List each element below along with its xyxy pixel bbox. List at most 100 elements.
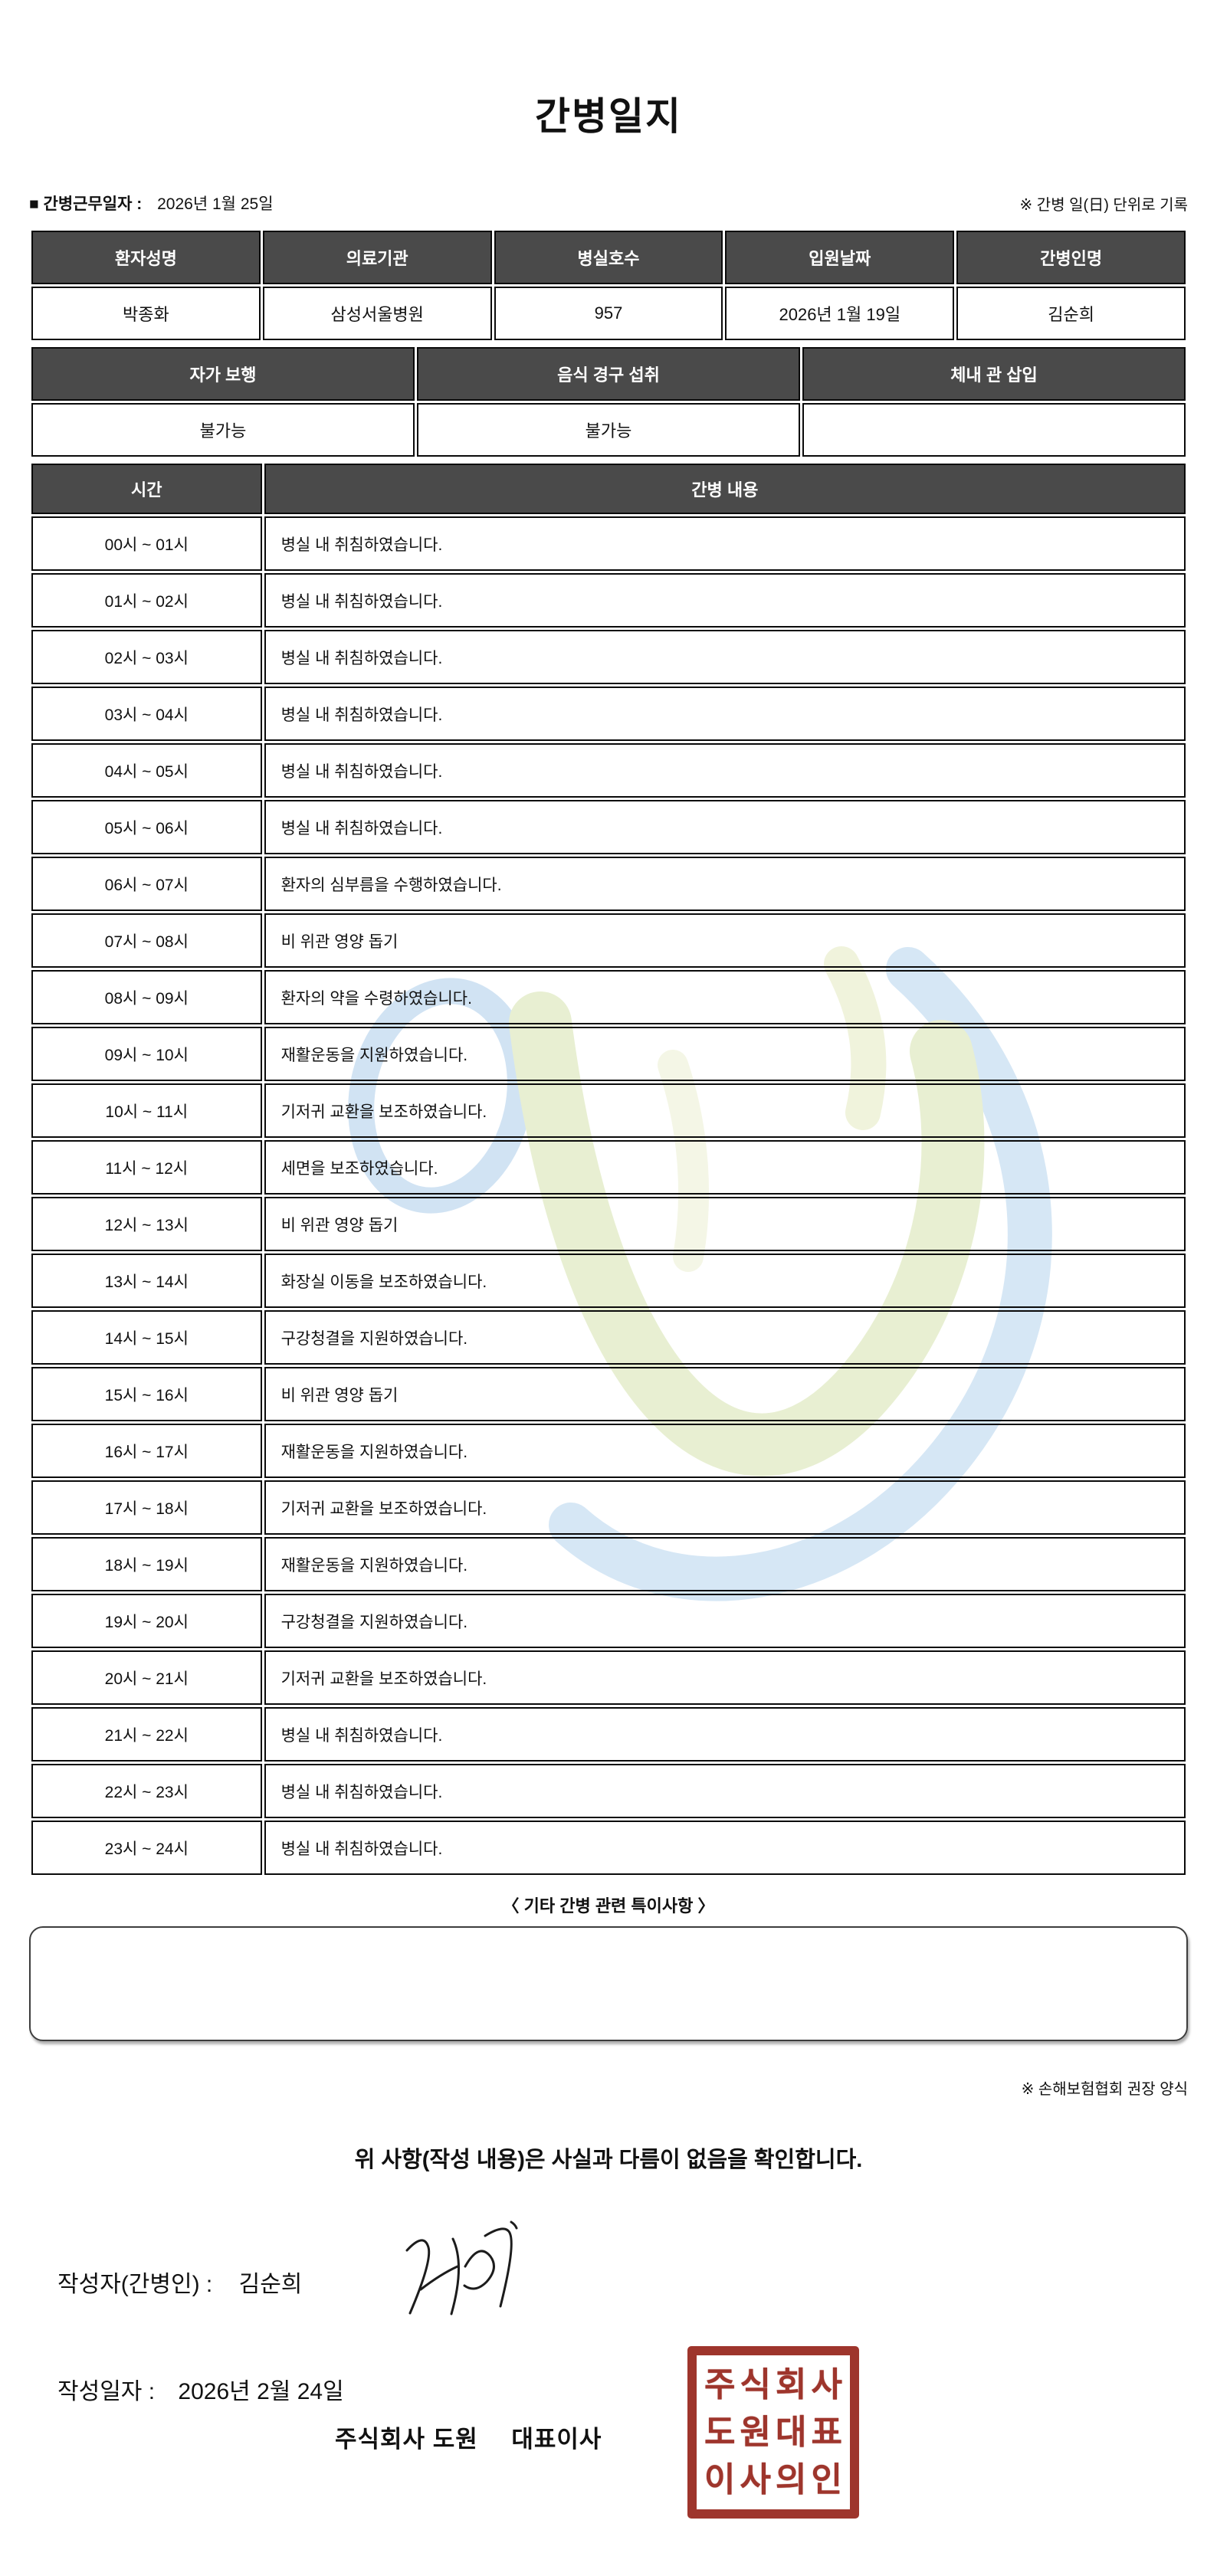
log-row-content: 재활운동을 지원하였습니다. <box>264 1537 1186 1591</box>
ceo-title: 대표이사 <box>511 2426 602 2453</box>
log-row-time: 17시 ~ 18시 <box>31 1480 262 1535</box>
log-row-time: 01시 ~ 02시 <box>31 573 262 628</box>
status-header-walking: 자가 보행 <box>31 347 415 401</box>
admission-date: 2026년 1월 19일 <box>725 287 955 340</box>
patient-header-room: 병실호수 <box>494 231 723 284</box>
log-row: 10시 ~ 11시 기저귀 교환을 보조하였습니다. <box>31 1083 1186 1138</box>
written-date-line: 작성일자 : 2026년 2월 24일 <box>57 2372 344 2406</box>
stamp-line-3: 이사의인 <box>704 2460 847 2499</box>
page-title: 간병일지 <box>535 95 682 138</box>
room-number: 957 <box>494 287 723 340</box>
writer-name: 김순희 <box>238 2272 303 2297</box>
log-row-content: 병실 내 취침하였습니다. <box>264 516 1186 571</box>
log-row: 12시 ~ 13시 비 위관 영양 돕기 <box>31 1197 1186 1251</box>
log-row: 11시 ~ 12시 세면을 보조하였습니다. <box>31 1140 1186 1195</box>
log-row-content: 비 위관 영양 돕기 <box>264 1197 1186 1251</box>
written-date-label: 작성일자 : <box>57 2379 156 2404</box>
log-row-time: 15시 ~ 16시 <box>31 1367 262 1421</box>
status-oral-intake: 불가능 <box>417 403 800 457</box>
log-row-time: 16시 ~ 17시 <box>31 1424 262 1478</box>
written-date-value: 2026년 2월 24일 <box>178 2379 344 2404</box>
caregiver-name: 김순희 <box>956 287 1186 340</box>
company-line: 주식회사 도원 대표이사 <box>335 2420 602 2454</box>
status-value-row: 불가능 불가능 <box>31 403 1186 457</box>
writer-label: 작성자(간병인) : <box>57 2272 213 2297</box>
stamp-line-2: 도원대표 <box>704 2413 847 2451</box>
status-walking: 불가능 <box>31 403 415 457</box>
unit-note: ※ 간병 일(日) 단위로 기록 <box>1019 197 1188 214</box>
log-row-content: 병실 내 취침하였습니다. <box>264 687 1186 741</box>
log-row: 14시 ~ 15시 구강청결을 지원하였습니다. <box>31 1310 1186 1365</box>
log-row-content: 비 위관 영양 돕기 <box>264 1367 1186 1421</box>
log-row-time: 22시 ~ 23시 <box>31 1764 262 1818</box>
log-row: 18시 ~ 19시 재활운동을 지원하였습니다. <box>31 1537 1186 1591</box>
log-row-content: 환자의 약을 수령하였습니다. <box>264 970 1186 1024</box>
log-row: 08시 ~ 09시 환자의 약을 수령하였습니다. <box>31 970 1186 1024</box>
log-row: 02시 ~ 03시 병실 내 취침하였습니다. <box>31 630 1186 684</box>
log-row-time: 19시 ~ 20시 <box>31 1594 262 1648</box>
log-row-time: 23시 ~ 24시 <box>31 1821 262 1875</box>
notes-section-title: 〈 기타 간병 관련 특이사항 〉 <box>502 1896 715 1916</box>
info-row: ■ 간병근무일자 : 2026년 1월 25일 ※ 간병 일(日) 단위로 기록 <box>29 192 1188 215</box>
patient-header-hospital: 의료기관 <box>262 231 492 284</box>
log-row-content: 병실 내 취침하였습니다. <box>264 743 1186 798</box>
log-header-row: 시간 간병 내용 <box>31 464 1186 514</box>
log-table-body: 00시 ~ 01시 병실 내 취침하였습니다. 01시 ~ 02시 병실 내 취침하였… <box>31 516 1186 1875</box>
company-name: 주식회사 도원 <box>335 2426 478 2453</box>
log-row-content: 병실 내 취침하였습니다. <box>264 630 1186 684</box>
confirmation-statement: 위 사항(작성 내용)은 사실과 다름이 없음을 확인합니다. <box>354 2148 863 2172</box>
log-row: 07시 ~ 08시 비 위관 영양 돕기 <box>31 913 1186 968</box>
log-row: 03시 ~ 04시 병실 내 취침하였습니다. <box>31 687 1186 741</box>
log-row: 04시 ~ 05시 병실 내 취침하였습니다. <box>31 743 1186 798</box>
tables-section: 환자성명 의료기관 병실호수 입원날짜 간병인명 박종화 삼성서울병원 957 … <box>29 228 1188 2174</box>
status-table: 자가 보행 음식 경구 섭취 체내 관 삽입 불가능 불가능 <box>29 345 1188 459</box>
signature <box>405 2220 518 2315</box>
corporate-seal-stamp: 주식회사 도원대표 이사의인 <box>687 2346 859 2519</box>
log-row-time: 05시 ~ 06시 <box>31 800 262 854</box>
writer-line: 작성자(간병인) : 김순희 <box>57 2265 302 2299</box>
work-date-line: ■ 간병근무일자 : 2026년 1월 25일 <box>29 192 274 215</box>
log-row-time: 03시 ~ 04시 <box>31 687 262 741</box>
log-row-content: 병실 내 취침하였습니다. <box>264 573 1186 628</box>
log-row-content: 환자의 심부름을 수행하였습니다. <box>264 857 1186 911</box>
log-row: 22시 ~ 23시 병실 내 취침하였습니다. <box>31 1764 1186 1818</box>
log-row-time: 06시 ~ 07시 <box>31 857 262 911</box>
hospital-name: 삼성서울병원 <box>262 287 492 340</box>
log-row-content: 구강청결을 지원하였습니다. <box>264 1594 1186 1648</box>
log-row-time: 14시 ~ 15시 <box>31 1310 262 1365</box>
log-row-content: 세면을 보조하였습니다. <box>264 1140 1186 1195</box>
work-date-value: 2026년 1월 25일 <box>157 195 274 213</box>
care-log-table: 시간 간병 내용 00시 ~ 01시 병실 내 취침하였습니다. 01시 ~ 02시… <box>29 461 1188 1877</box>
patient-name: 박종화 <box>31 287 261 340</box>
log-row-content: 기저귀 교환을 보조하였습니다. <box>264 1650 1186 1705</box>
status-tube <box>802 403 1186 457</box>
log-header-time: 시간 <box>31 464 262 514</box>
log-row-time: 13시 ~ 14시 <box>31 1254 262 1308</box>
log-row-content: 기저귀 교환을 보조하였습니다. <box>264 1083 1186 1138</box>
log-row-content: 병실 내 취침하였습니다. <box>264 1707 1186 1762</box>
log-row-content: 병실 내 취침하였습니다. <box>264 1821 1186 1875</box>
log-row-time: 00시 ~ 01시 <box>31 516 262 571</box>
log-header-content: 간병 내용 <box>264 464 1186 514</box>
log-row-time: 20시 ~ 21시 <box>31 1650 262 1705</box>
log-row-time: 18시 ~ 19시 <box>31 1537 262 1591</box>
stamp-line-1: 주식회사 <box>704 2365 847 2404</box>
status-header-oral-intake: 음식 경구 섭취 <box>417 347 800 401</box>
log-row: 00시 ~ 01시 병실 내 취침하였습니다. <box>31 516 1186 571</box>
status-header-tube: 체내 관 삽입 <box>802 347 1186 401</box>
log-row-time: 09시 ~ 10시 <box>31 1027 262 1081</box>
status-header-row: 자가 보행 음식 경구 섭취 체내 관 삽입 <box>31 347 1186 401</box>
log-row-content: 병실 내 취침하였습니다. <box>264 1764 1186 1818</box>
log-row: 13시 ~ 14시 화장실 이동을 보조하였습니다. <box>31 1254 1186 1308</box>
log-row: 20시 ~ 21시 기저귀 교환을 보조하였습니다. <box>31 1650 1186 1705</box>
patient-header-admission: 입원날짜 <box>725 231 955 284</box>
company-row: 주식회사 도원 대표이사 주식회사 도원대표 이사의인 <box>0 2346 1217 2522</box>
log-row-content: 재활운동을 지원하였습니다. <box>264 1027 1186 1081</box>
log-row-time: 02시 ~ 03시 <box>31 630 262 684</box>
log-row: 16시 ~ 17시 재활운동을 지원하였습니다. <box>31 1424 1186 1478</box>
log-row-time: 07시 ~ 08시 <box>31 913 262 968</box>
log-row-time: 12시 ~ 13시 <box>31 1197 262 1251</box>
log-row: 15시 ~ 16시 비 위관 영양 돕기 <box>31 1367 1186 1421</box>
log-row: 09시 ~ 10시 재활운동을 지원하였습니다. <box>31 1027 1186 1081</box>
